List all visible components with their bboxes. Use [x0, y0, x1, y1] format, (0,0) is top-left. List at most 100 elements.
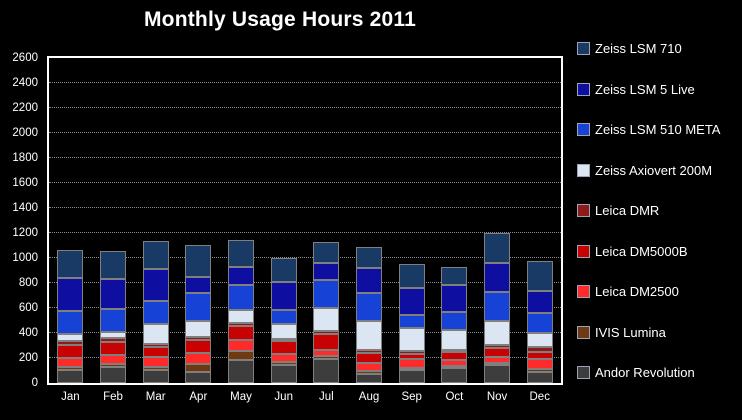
segment-aug-andor-revolution: [355, 374, 382, 383]
segment-dec-leica-dmr: [526, 347, 553, 352]
y-tick-label-2600: 2600: [12, 52, 38, 64]
segment-jan-andor-revolution: [57, 370, 84, 383]
segment-feb-andor-revolution: [99, 367, 126, 383]
legend-swatch-icon: [577, 285, 590, 298]
segment-mar-leica-dm5000b: [142, 347, 169, 357]
segment-apr-zeiss-lsm-5-live: [185, 277, 212, 293]
segment-jan-ivis-lumina: [57, 367, 84, 370]
x-tick-label-dec: Dec: [529, 391, 550, 403]
legend: Zeiss LSM 710 Zeiss LSM 5 Live Zeiss LSM 5…: [577, 41, 739, 407]
x-tick-label-oct: Oct: [445, 391, 464, 403]
legend-swatch-icon: [577, 325, 590, 339]
segment-oct-leica-dmr: [441, 350, 468, 352]
segment-sep-leica-dm5000b: [398, 354, 425, 359]
segment-apr-zeiss-axiovert-200m: [185, 321, 212, 337]
segment-feb-zeiss-lsm-5-live: [99, 279, 126, 309]
segment-feb-zeiss-axiovert-200m: [99, 332, 126, 338]
legend-item-zeiss-lsm-710: Zeiss LSM 710: [577, 41, 739, 56]
segment-dec-zeiss-lsm-710: [526, 261, 553, 291]
y-tick-label-1000: 1000: [12, 252, 38, 264]
segment-sep-zeiss-lsm-510-meta: [398, 315, 425, 328]
segment-oct-andor-revolution: [441, 368, 468, 383]
x-tick-label-jan: Jan: [61, 391, 80, 403]
segment-feb-ivis-lumina: [99, 364, 126, 367]
segment-jan-leica-dm5000b: [57, 345, 84, 358]
gridline-1600: [49, 182, 561, 183]
y-tick-label-1400: 1400: [12, 202, 38, 214]
x-tick-label-aug: Aug: [358, 391, 380, 403]
segment-may-andor-revolution: [227, 360, 254, 383]
y-tick-label-800: 800: [18, 277, 38, 289]
segment-aug-leica-dm2500: [355, 363, 382, 371]
segment-oct-zeiss-lsm-510-meta: [441, 312, 468, 330]
segment-aug-zeiss-lsm-510-meta: [355, 293, 382, 321]
legend-label: Leica DMR: [595, 203, 660, 218]
segment-dec-leica-dm5000b: [526, 352, 553, 359]
legend-item-leica-dm5000b: Leica DM5000B: [577, 243, 739, 259]
bar-aug: [355, 247, 382, 383]
segment-jun-zeiss-axiovert-200m: [270, 324, 297, 339]
segment-jul-zeiss-lsm-5-live: [313, 263, 340, 280]
bar-jun: [270, 258, 297, 383]
legend-swatch-icon: [577, 82, 590, 96]
segment-nov-andor-revolution: [483, 365, 510, 383]
segment-feb-leica-dmr: [99, 338, 126, 342]
segment-mar-zeiss-lsm-710: [142, 241, 169, 269]
legend-label: Zeiss LSM 5 Live: [595, 81, 695, 97]
legend-swatch-icon: [577, 244, 590, 258]
segment-jan-zeiss-lsm-710: [57, 250, 84, 278]
x-tick-label-nov: Nov: [486, 391, 508, 403]
segment-mar-zeiss-lsm-5-live: [142, 269, 169, 301]
legend-label: Leica DM5000B: [595, 243, 688, 259]
segment-feb-leica-dm5000b: [99, 342, 126, 355]
legend-swatch-icon: [577, 204, 590, 217]
segment-nov-leica-dmr: [483, 345, 510, 348]
segment-aug-leica-dmr: [355, 350, 382, 353]
x-tick-label-feb: Feb: [103, 391, 123, 403]
segment-jan-zeiss-lsm-510-meta: [57, 311, 84, 334]
segment-apr-leica-dmr: [185, 337, 212, 340]
segment-nov-zeiss-axiovert-200m: [483, 321, 510, 345]
segment-jul-zeiss-axiovert-200m: [313, 308, 340, 331]
segment-nov-ivis-lumina: [483, 363, 510, 365]
segment-jul-andor-revolution: [313, 359, 340, 383]
segment-jun-leica-dm2500: [270, 354, 297, 362]
segment-may-ivis-lumina: [227, 351, 254, 360]
y-tick-label-0: 0: [31, 377, 38, 389]
legend-label: Zeiss LSM 710: [595, 41, 682, 56]
gridline-200: [49, 357, 561, 358]
segment-oct-leica-dm2500: [441, 360, 468, 366]
legend-label: Zeiss Axiovert 200M: [595, 162, 713, 178]
segment-may-leica-dm5000b: [227, 326, 254, 340]
gridline-600: [49, 307, 561, 308]
plot-area: [47, 56, 563, 385]
gridline-1200: [49, 232, 561, 233]
gridline-1800: [49, 157, 561, 158]
segment-oct-zeiss-axiovert-200m: [441, 330, 468, 350]
y-tick-label-1800: 1800: [12, 152, 38, 164]
segment-may-zeiss-lsm-710: [227, 240, 254, 267]
segment-apr-andor-revolution: [185, 372, 212, 383]
legend-item-ivis-lumina: IVIS Lumina: [577, 324, 739, 340]
y-tick-label-200: 200: [18, 352, 38, 364]
segment-jan-zeiss-axiovert-200m: [57, 334, 84, 341]
gridline-400: [49, 332, 561, 333]
segment-jun-andor-revolution: [270, 365, 297, 383]
legend-item-zeiss-axiovert-200m: Zeiss Axiovert 200M: [577, 162, 739, 178]
bar-oct: [441, 267, 468, 383]
y-tick-label-1600: 1600: [12, 177, 38, 189]
bar-mar: [142, 241, 169, 383]
y-tick-label-2400: 2400: [12, 77, 38, 89]
legend-item-leica-dm2500: Leica DM2500: [577, 284, 739, 299]
segment-may-leica-dm2500: [227, 340, 254, 351]
segment-mar-leica-dmr: [142, 344, 169, 347]
legend-swatch-icon: [577, 123, 590, 136]
segment-jan-leica-dm2500: [57, 358, 84, 367]
segment-apr-zeiss-lsm-510-meta: [185, 293, 212, 321]
segment-aug-ivis-lumina: [355, 371, 382, 374]
segment-jun-zeiss-lsm-710: [270, 258, 297, 282]
segment-oct-zeiss-lsm-5-live: [441, 285, 468, 312]
y-axis: 0 200 400 600 800 1000 1200 1400 1600 1800 2000 220…: [0, 52, 42, 389]
legend-label: IVIS Lumina: [595, 324, 666, 340]
